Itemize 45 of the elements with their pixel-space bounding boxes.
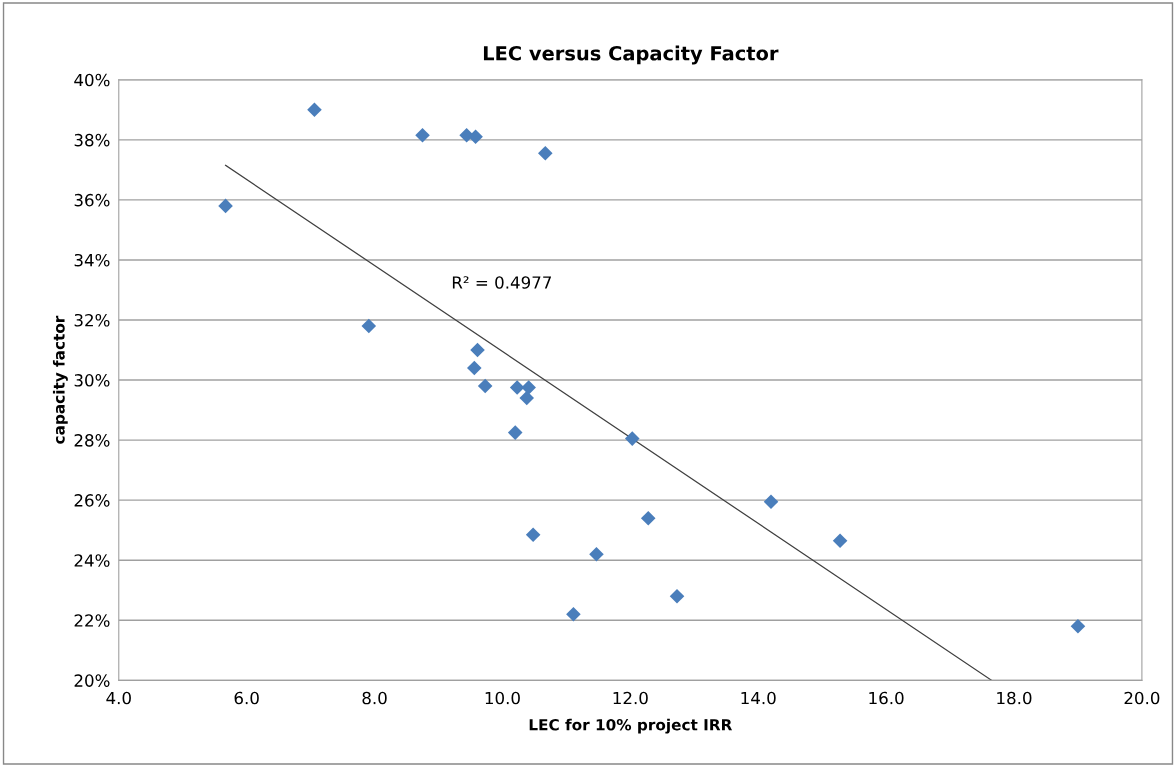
- point: [507, 425, 523, 440]
- y-tick-label: 30%: [74, 374, 110, 387]
- y-axis-title: capacity factor: [52, 315, 68, 444]
- point: [307, 102, 322, 118]
- point: [361, 318, 377, 334]
- y-tick-label: 22%: [74, 614, 110, 627]
- point: [468, 129, 483, 145]
- x-tick-label: 4.0: [106, 691, 131, 705]
- x-tick-label: 6.0: [234, 691, 259, 705]
- y-tick-label: 28%: [74, 434, 110, 447]
- point: [415, 128, 430, 143]
- x-tick-label: 12.0: [613, 691, 648, 705]
- point: [538, 146, 553, 161]
- y-tick-label: 24%: [74, 554, 110, 567]
- y-tick-label: 20%: [74, 674, 110, 687]
- point: [467, 360, 482, 376]
- point: [521, 380, 536, 395]
- x-tick-label: 16.0: [869, 691, 904, 705]
- point: [470, 342, 485, 358]
- point: [566, 606, 581, 622]
- chart-title: LEC versus Capacity Factor: [483, 45, 779, 65]
- point: [525, 527, 541, 542]
- x-tick-label: 10.0: [485, 691, 520, 705]
- point: [519, 390, 535, 406]
- x-tick-label: 14.0: [741, 691, 776, 705]
- y-tick-label: 32%: [74, 313, 110, 327]
- y-tick-label: 40%: [74, 73, 110, 87]
- point: [1070, 619, 1086, 634]
- point: [832, 533, 848, 548]
- annotation: R² = 0.4977: [452, 276, 552, 289]
- x-tick-label: 8.0: [362, 691, 387, 705]
- point: [624, 431, 640, 446]
- x-axis-title: LEC for 10% project IRR: [529, 718, 733, 734]
- point: [218, 198, 233, 214]
- y-tick-label: 26%: [74, 494, 110, 507]
- point: [763, 494, 779, 509]
- x-tick-label: 18.0: [997, 691, 1032, 705]
- y-tick-label: 38%: [74, 133, 110, 147]
- y-tick-label: 34%: [74, 253, 110, 267]
- x-tick-label: 20.0: [1124, 691, 1160, 705]
- point: [589, 546, 604, 562]
- point: [640, 510, 656, 526]
- point: [669, 588, 685, 604]
- point: [477, 378, 493, 394]
- y-tick-label: 36%: [74, 193, 110, 207]
